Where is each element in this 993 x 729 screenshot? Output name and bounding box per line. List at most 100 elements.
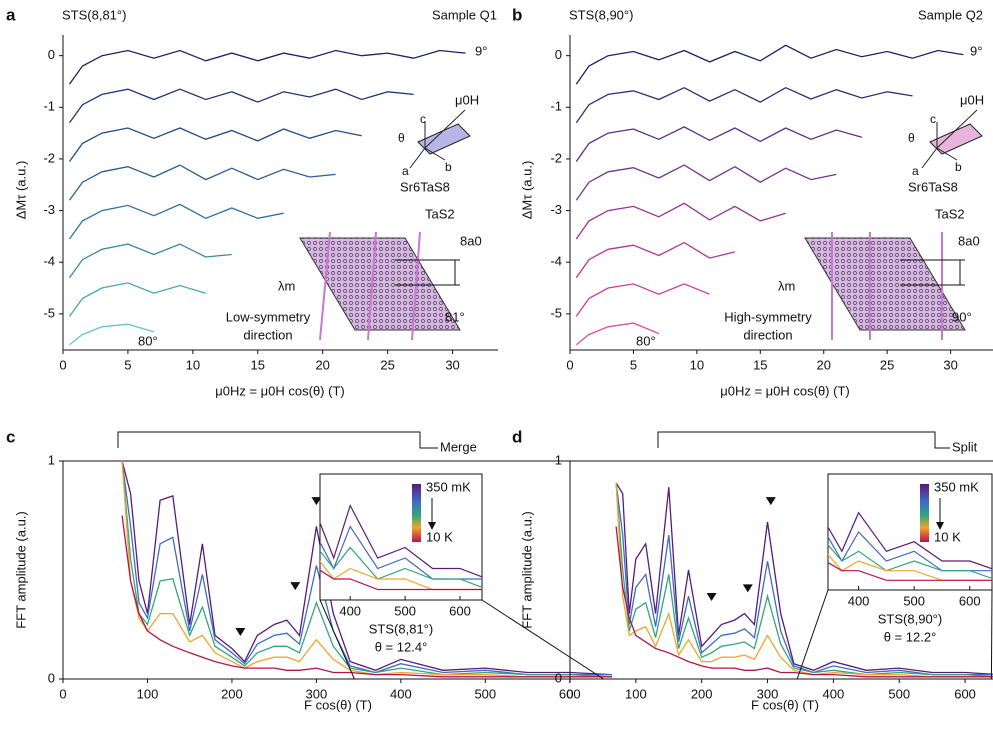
annotation: a [402, 164, 409, 178]
x-tick-label: 400 [823, 686, 845, 701]
inset-line [828, 531, 992, 572]
y-tick-label: 0 [555, 670, 562, 685]
angle-label: 9° [475, 43, 487, 58]
annotation: TaS2 [935, 206, 965, 221]
colorbar-label: 10 K [934, 529, 961, 544]
annotation: θ [908, 131, 915, 145]
inset-caption: STS(8,81°) [369, 621, 433, 636]
angle-label: 80° [138, 333, 158, 348]
annotation: θ [398, 131, 405, 145]
y-tick-label: 0 [555, 47, 562, 62]
data-line [575, 126, 862, 162]
inset-connector [319, 599, 355, 680]
x-tick-label: 30 [943, 357, 957, 372]
data-line [69, 323, 155, 346]
data-line [575, 322, 660, 346]
x-tick-label: 0 [59, 357, 66, 372]
x-tick-label: 200 [221, 686, 243, 701]
panel-title: STS(8,81°) [62, 7, 126, 22]
y-tick-label: 1 [48, 452, 55, 467]
annotation: λm [778, 278, 795, 293]
y-tick-label: -5 [43, 305, 55, 320]
data-line [575, 164, 837, 201]
inset-x-tick-label: 600 [449, 603, 471, 618]
x-tick-label: 15 [753, 357, 767, 372]
data-line [575, 241, 736, 279]
colorbar-label: 350 mK [934, 479, 979, 494]
y-axis-label: ΔMτ (a.u.) [519, 161, 534, 220]
plot-lines [121, 461, 612, 678]
annotation: 8a0 [460, 233, 482, 248]
data-line [615, 526, 993, 678]
y-tick-label: -4 [550, 254, 562, 269]
data-line [121, 461, 612, 676]
inset-x-tick-label: 400 [339, 603, 361, 618]
annotation: λm [278, 278, 295, 293]
y-tick-label: -2 [43, 150, 55, 165]
annotation: a [912, 164, 919, 178]
inset-lines [320, 503, 482, 591]
x-tick-label: 500 [888, 686, 910, 701]
data-line [615, 482, 993, 678]
y-tick-label: -3 [43, 202, 55, 217]
y-tick-label: -1 [550, 99, 562, 114]
bracket [657, 431, 950, 449]
annotation: c [420, 112, 426, 126]
x-tick-label: 5 [630, 357, 637, 372]
data-line [68, 49, 466, 85]
angle-label: 9° [970, 43, 982, 58]
plot-lines [68, 49, 466, 346]
annotation: direction [743, 327, 792, 342]
angle-label: 80° [636, 333, 656, 348]
x-axis-label: F cos(θ) (T) [751, 697, 819, 712]
y-tick-label: -1 [43, 99, 55, 114]
y-tick-label: -5 [550, 305, 562, 320]
data-line [68, 88, 414, 124]
data-line [68, 127, 362, 162]
data-line [68, 243, 232, 279]
data-line [121, 515, 612, 678]
data-line [615, 482, 993, 675]
annotation: 8a0 [958, 233, 980, 248]
y-tick-label: 0 [48, 670, 55, 685]
inset-lines [828, 511, 992, 581]
peak-marker [235, 627, 246, 636]
peak-marker [742, 584, 753, 593]
plot-lines [615, 482, 993, 678]
inset-line [320, 560, 482, 591]
data-line [575, 86, 913, 124]
inset-x-tick-label: 500 [394, 603, 416, 618]
inset-line [320, 503, 482, 578]
inset-line [320, 569, 482, 591]
x-tick-label: 0 [566, 686, 573, 701]
x-tick-label: 300 [306, 686, 328, 701]
x-tick-label: 25 [380, 357, 394, 372]
x-tick-label: 600 [559, 686, 581, 701]
annotation: 90° [952, 309, 972, 324]
x-tick-label: 300 [757, 686, 779, 701]
panel-letter: b [512, 5, 522, 24]
y-tick-label: -3 [550, 202, 562, 217]
crystal-diagram [804, 109, 983, 340]
x-axis-label: F cos(θ) (T) [304, 697, 372, 712]
data-line [121, 461, 612, 676]
annotation: b [955, 160, 962, 174]
annotation: Sr6TaS8 [908, 179, 958, 194]
annotation: μ0H [455, 92, 479, 107]
inset-x-tick-label: 600 [959, 593, 981, 608]
inset-connector [481, 599, 604, 680]
data-line [575, 283, 710, 317]
inset-connector [796, 589, 829, 680]
colorbar-label: 10 K [426, 529, 453, 544]
inset-caption: STS(8,90°) [878, 611, 942, 626]
bracket [117, 431, 438, 449]
inset-caption: θ = 12.2° [884, 629, 937, 644]
annotation: direction [243, 327, 292, 342]
peak-marker [765, 497, 776, 506]
data-line [121, 461, 612, 678]
data-line [575, 202, 786, 240]
x-tick-label: 500 [474, 686, 496, 701]
y-axis-label: ΔMτ (a.u.) [13, 161, 28, 220]
x-tick-label: 0 [59, 686, 66, 701]
inset-line [828, 553, 992, 581]
